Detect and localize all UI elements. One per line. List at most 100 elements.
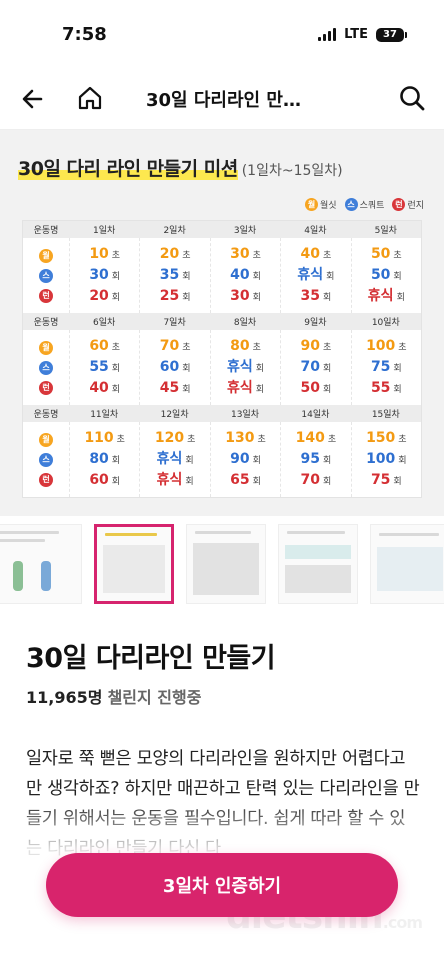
value-number: 60 bbox=[89, 471, 109, 488]
home-icon[interactable] bbox=[76, 84, 104, 112]
legend-label: 스쿼트 bbox=[359, 201, 385, 211]
value-number: 60 bbox=[89, 337, 109, 354]
thumbnail[interactable] bbox=[0, 524, 82, 604]
squat-icon: 스 bbox=[344, 198, 358, 211]
day-cell: 90 초 70 회 50 회 bbox=[280, 330, 350, 405]
exercise-value: 150 초 bbox=[366, 429, 407, 449]
value-number: 휴식 bbox=[226, 379, 253, 396]
watermark-suffix: .com bbox=[382, 913, 423, 932]
value-number: 20 bbox=[159, 245, 180, 262]
value-unit: 회 bbox=[111, 455, 121, 466]
search-icon[interactable] bbox=[398, 84, 426, 112]
value-number: 130 bbox=[225, 429, 255, 446]
value-number: 90 bbox=[300, 337, 321, 354]
value-number: 70 bbox=[159, 337, 180, 354]
exercise-value: 75 회 bbox=[371, 358, 402, 378]
value-unit: 회 bbox=[398, 455, 407, 466]
day-header: 3일차 bbox=[233, 226, 257, 236]
participant-label: 챌린지 진행중 bbox=[107, 688, 202, 707]
value-number: 70 bbox=[300, 471, 321, 488]
exercise-value: 35 회 bbox=[301, 287, 332, 307]
value-number: 35 bbox=[159, 266, 180, 283]
day-cell: 140 초 95 회 70 회 bbox=[280, 422, 350, 497]
value-unit: 회 bbox=[252, 455, 261, 466]
value-number: 80 bbox=[230, 337, 250, 354]
value-unit: 회 bbox=[111, 292, 121, 303]
day-header: 9일차 bbox=[304, 318, 327, 328]
day-cell: 10 초 30 회 20 회 bbox=[69, 238, 139, 313]
certify-day-button[interactable]: 3일차 인증하기 bbox=[46, 853, 398, 917]
day-cell: 60 초 55 회 40 회 bbox=[69, 330, 139, 405]
value-unit: 초 bbox=[323, 250, 332, 261]
day-header: 15일차 bbox=[371, 410, 400, 420]
thumbnail-selected[interactable] bbox=[94, 524, 174, 604]
value-number: 40 bbox=[89, 379, 109, 396]
thumbnail[interactable] bbox=[370, 524, 444, 604]
thumbnail[interactable] bbox=[186, 524, 266, 604]
day-header: 12일차 bbox=[160, 410, 189, 420]
exercise-value: 100 회 bbox=[366, 450, 407, 470]
exercise-value: 50 회 bbox=[371, 266, 402, 286]
value-number: 75 bbox=[370, 471, 391, 488]
page-title: 30일 다리라인 만… bbox=[146, 90, 301, 111]
value-number: 30 bbox=[230, 245, 250, 262]
exercise-value: 110 초 bbox=[84, 429, 125, 449]
value-number: 휴식 bbox=[226, 358, 253, 375]
value-unit: 초 bbox=[327, 434, 337, 445]
exercise-value: 40 초 bbox=[301, 245, 332, 265]
lunge-icon: 런 bbox=[39, 380, 53, 395]
exercise-value: 50 회 bbox=[301, 379, 332, 399]
exercise-value: 75 회 bbox=[371, 471, 402, 491]
network-label: LTE bbox=[344, 27, 368, 42]
exercise-column-header: 운동명 bbox=[33, 226, 59, 236]
challenge-title: 30일 다리라인 만들기 bbox=[26, 643, 276, 674]
value-unit: 회 bbox=[323, 455, 332, 466]
value-unit: 회 bbox=[393, 384, 402, 395]
exercise-value: 70 초 bbox=[160, 337, 191, 357]
value-unit: 회 bbox=[393, 363, 402, 374]
day-cell: 120 초 휴식 회 휴식 회 bbox=[139, 422, 209, 497]
exercise-value: 70 회 bbox=[301, 471, 332, 491]
exercise-value: 휴식 회 bbox=[157, 450, 194, 470]
value-number: 55 bbox=[89, 358, 109, 375]
mission-table: 운동명 1일차 2일차 3일차 4일차 5일차 월 스 런 10 초 30 회 20 회 20 초 35 회 25 회 3… bbox=[22, 220, 422, 498]
value-number: 95 bbox=[300, 450, 321, 467]
day-cell: 110 초 80 회 60 회 bbox=[69, 422, 139, 497]
day-header: 7일차 bbox=[163, 318, 186, 328]
value-unit: 회 bbox=[252, 271, 261, 282]
value-number: 휴식 bbox=[156, 471, 183, 488]
day-header: 8일차 bbox=[233, 318, 257, 328]
exercise-value: 40 회 bbox=[230, 266, 261, 286]
squat-icon: 스 bbox=[39, 452, 53, 467]
exercise-value: 30 회 bbox=[89, 266, 120, 286]
value-unit: 회 bbox=[326, 271, 335, 282]
value-number: 40 bbox=[300, 245, 321, 262]
value-number: 30 bbox=[89, 266, 109, 283]
exercise-column-header: 운동명 bbox=[33, 410, 59, 420]
value-unit: 초 bbox=[323, 342, 332, 353]
back-arrow-icon[interactable] bbox=[20, 86, 46, 112]
value-unit: 초 bbox=[393, 250, 402, 261]
value-number: 30 bbox=[230, 287, 250, 304]
value-unit: 회 bbox=[182, 384, 191, 395]
value-number: 75 bbox=[370, 358, 391, 375]
exercise-value: 50 초 bbox=[371, 245, 402, 265]
signal-icon bbox=[318, 28, 337, 41]
day-header: 5일차 bbox=[374, 226, 397, 236]
value-unit: 회 bbox=[323, 476, 332, 487]
exercise-value: 20 회 bbox=[89, 287, 120, 307]
lunge-icon: 런 bbox=[392, 198, 406, 211]
value-unit: 회 bbox=[252, 292, 261, 303]
value-unit: 초 bbox=[182, 250, 191, 261]
thumbnail[interactable] bbox=[278, 524, 358, 604]
value-number: 150 bbox=[366, 429, 396, 446]
exercise-value: 80 초 bbox=[230, 337, 261, 357]
value-number: 70 bbox=[300, 358, 321, 375]
value-unit: 회 bbox=[393, 476, 402, 487]
value-unit: 초 bbox=[398, 434, 407, 445]
exercise-value: 100 초 bbox=[366, 337, 407, 357]
top-nav: 30일 다리라인 만… bbox=[0, 68, 444, 130]
exercise-value: 10 초 bbox=[89, 245, 120, 265]
